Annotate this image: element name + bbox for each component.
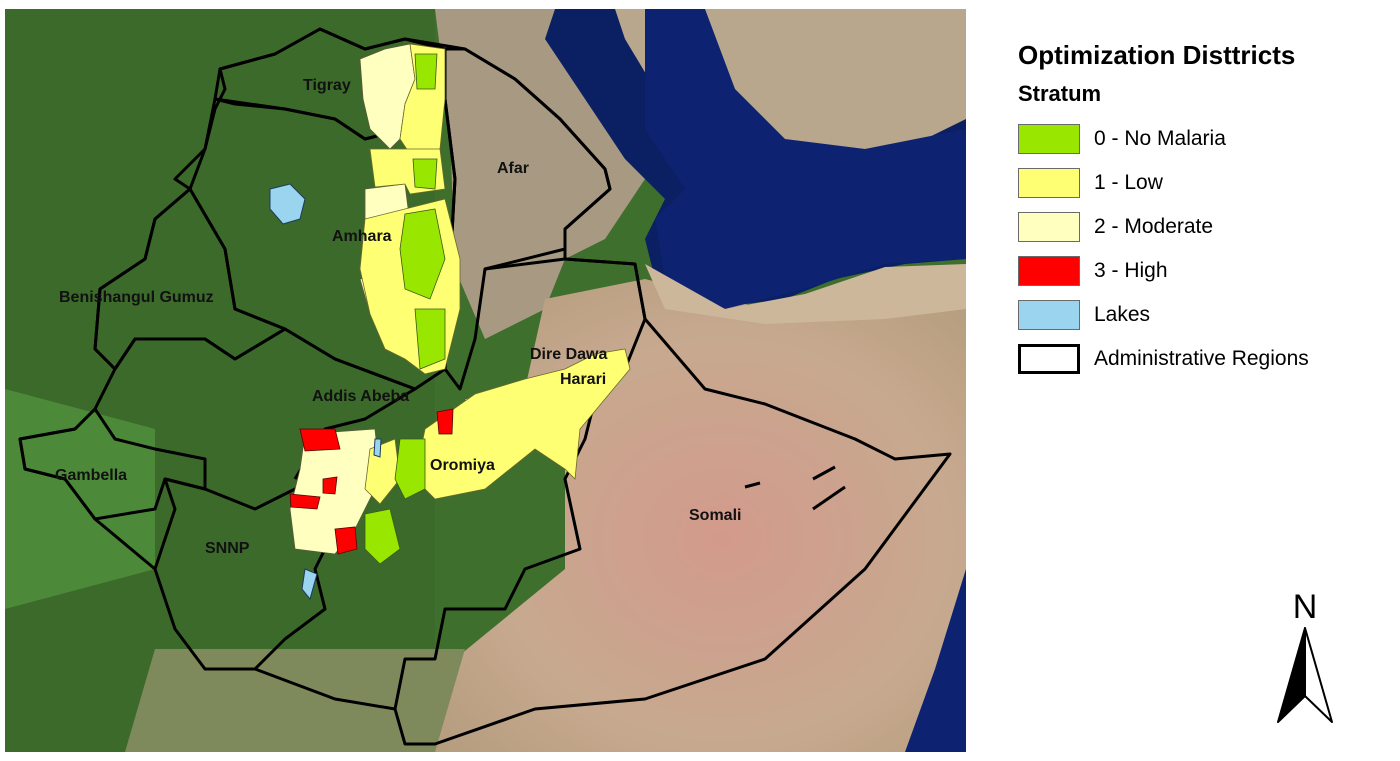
region-label-amhara: Amhara <box>332 228 392 245</box>
legend-item-lakes: Lakes <box>1018 293 1388 337</box>
map-frame: Tigray Afar Amhara Benishangul Gumuz Add… <box>5 9 966 752</box>
north-arrow-left-half <box>1277 627 1306 723</box>
lake-rift-b <box>301 568 318 601</box>
north-arrow-right-half <box>1304 627 1333 723</box>
region-label-afar: Afar <box>497 160 529 177</box>
legend-label-no-malaria: 0 - No Malaria <box>1094 127 1226 150</box>
legend-swatch-high <box>1018 256 1080 286</box>
legend-swatch-admin-regions <box>1018 344 1080 374</box>
legend-items: 0 - No Malaria 1 - Low 2 - Moderate 3 - … <box>1018 117 1388 381</box>
north-arrow-icon <box>1277 627 1333 723</box>
district-nomalaria-tigray <box>414 53 438 90</box>
oromiya-west-boundary <box>113 327 417 480</box>
lake-rift-a <box>373 438 382 458</box>
district-high-b <box>436 408 454 435</box>
district-high-a <box>299 428 341 452</box>
legend-label-admin-regions: Administrative Regions <box>1094 347 1309 370</box>
somali-mark-a <box>812 465 836 481</box>
district-nomalaria-amhara-a <box>412 158 438 190</box>
stratum-no-malaria-districts <box>364 53 446 565</box>
legend-label-low: 1 - Low <box>1094 171 1163 194</box>
legend-swatch-moderate <box>1018 212 1080 242</box>
legend-label-high: 3 - High <box>1094 259 1168 282</box>
region-label-oromiya: Oromiya <box>430 457 495 474</box>
region-label-addis: Addis Abeba <box>312 388 409 405</box>
region-label-somali: Somali <box>689 507 741 524</box>
somali-mark-c <box>812 485 846 511</box>
legend-label-lakes: Lakes <box>1094 303 1151 326</box>
district-nomalaria-snnp <box>364 508 401 565</box>
district-nomalaria-amhara-b <box>399 208 446 300</box>
legend-item-low: 1 - Low <box>1018 161 1388 205</box>
north-arrow: N <box>1272 588 1338 728</box>
indian-ocean <box>905 569 966 752</box>
district-high-c <box>289 493 321 510</box>
district-oromiya-low <box>414 348 631 500</box>
legend-title: Optimization Disttricts <box>1018 40 1296 70</box>
legend-item-admin-regions: Administrative Regions <box>1018 337 1388 381</box>
legend-swatch-low <box>1018 168 1080 198</box>
terrain-south <box>125 649 465 752</box>
district-high-d <box>334 526 358 555</box>
legend-subtitle: Stratum <box>1018 81 1102 106</box>
administrative-regions <box>18 27 952 746</box>
somaliland-coast <box>645 264 966 324</box>
legend-item-no-malaria: 0 - No Malaria <box>1018 117 1388 161</box>
region-label-benishangul: Benishangul Gumuz <box>59 289 214 306</box>
region-label-harari: Harari <box>560 371 606 388</box>
region-label-tigray: Tigray <box>303 77 351 94</box>
somali-boundary-marks <box>744 465 846 511</box>
map-canvas: Tigray Afar Amhara Benishangul Gumuz Add… <box>5 9 966 752</box>
lakes <box>269 183 382 601</box>
district-nomalaria-amhara-c <box>414 308 446 370</box>
legend-swatch-no-malaria <box>1018 124 1080 154</box>
legend-label-moderate: 2 - Moderate <box>1094 215 1214 238</box>
legend-item-moderate: 2 - Moderate <box>1018 205 1388 249</box>
district-high-e <box>322 476 338 495</box>
district-nomalaria-oromiya <box>394 438 426 500</box>
sea-channel <box>645 9 966 309</box>
lake-tana <box>269 183 306 225</box>
oromiya-somali-boundary <box>393 257 647 710</box>
stratum-high-districts <box>289 408 454 555</box>
region-label-gambella: Gambella <box>55 467 127 484</box>
gambella-boundary <box>18 407 207 521</box>
region-label-dire-dawa: Dire Dawa <box>530 346 607 363</box>
north-label: N <box>1292 588 1318 626</box>
legend-swatch-lakes <box>1018 300 1080 330</box>
somali-mark-b <box>744 481 761 489</box>
legend-item-high: 3 - High <box>1018 249 1388 293</box>
region-label-snnp: SNNP <box>205 540 250 557</box>
map-legend: Optimization Disttricts Stratum 0 - No M… <box>1018 40 1388 381</box>
